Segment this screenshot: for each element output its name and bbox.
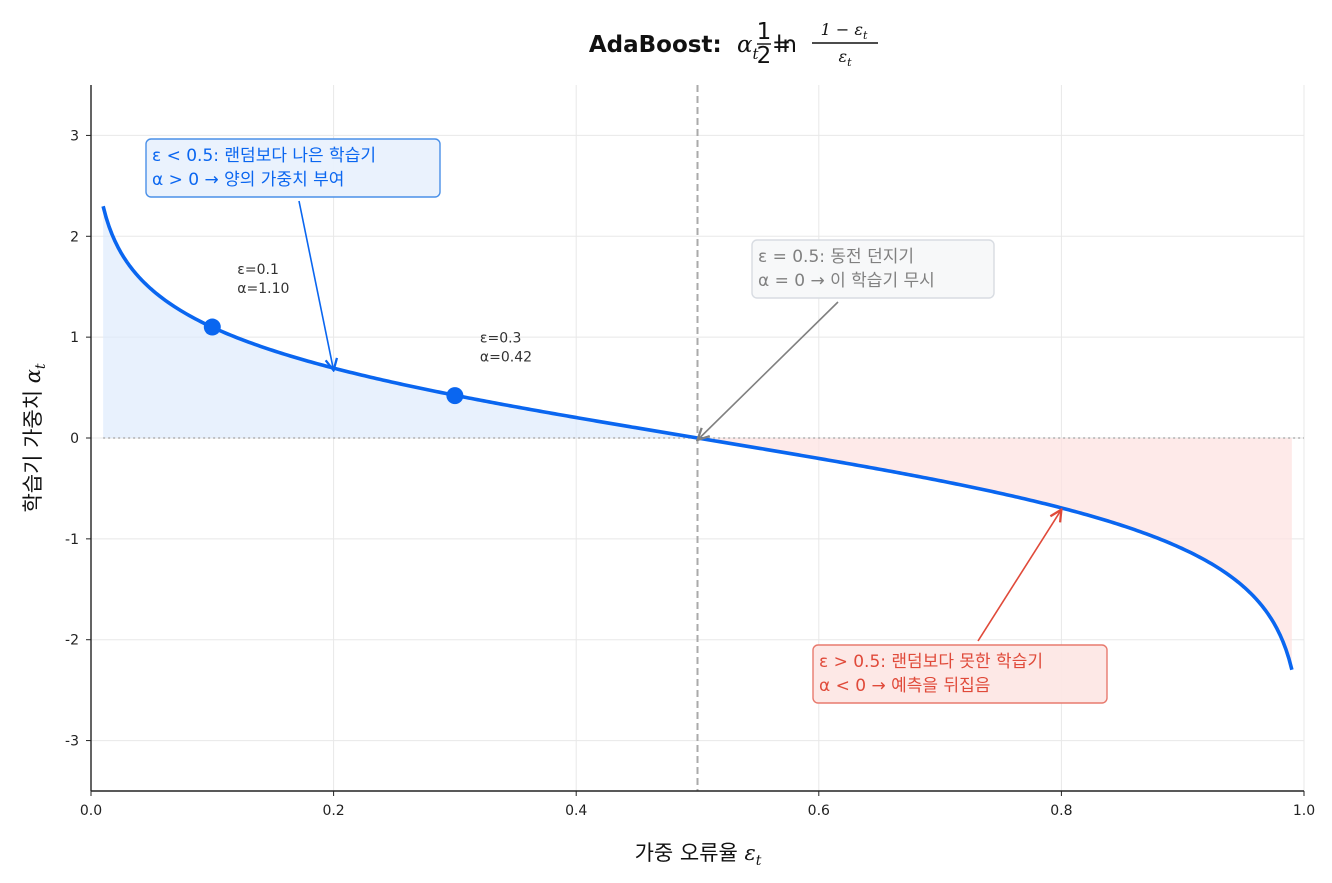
y-axis-title: 학습기 가중치 αt xyxy=(21,363,49,512)
annotation-arrow-better xyxy=(298,200,334,370)
point-label: ε=0.1 α=1.10 xyxy=(237,262,289,297)
tick-labels: 0.0 0.2 0.4 0.6 0.8 1.0 -3 -2 -1 0 1 2 3 xyxy=(65,128,1315,819)
annotations: ε < 0.5: 랜덤보다 나은 학습기 α > 0 → 양의 가중치 부여 ε =… xyxy=(145,138,1108,704)
x-tick-label: 0.6 xyxy=(808,803,830,819)
y-tick-label: 2 xyxy=(70,229,79,245)
title-half-fraction: 1 2 xyxy=(757,19,772,69)
y-tick-label: -2 xyxy=(65,633,79,649)
annotation-text-coin: ε = 0.5: 동전 던지기 α = 0 → 이 학습기 무시 xyxy=(758,247,935,291)
highlight-point xyxy=(203,318,221,336)
point-label: ε=0.3 α=0.42 xyxy=(480,331,532,366)
x-tick-label: 0.4 xyxy=(565,803,587,819)
x-tick-label: 0.0 xyxy=(80,803,102,819)
annotation-box-worse xyxy=(812,644,1108,704)
highlight-points: ε=0.1 α=1.10 ε=0.3 α=0.42 xyxy=(203,262,532,405)
positive-area-fill xyxy=(103,206,698,438)
title-half-den: 2 xyxy=(757,43,772,69)
y-tick-label: 1 xyxy=(70,330,79,346)
x-axis-title: 가중 오류율 εt xyxy=(635,841,762,869)
title-frac-num: 1 − εt xyxy=(821,20,868,42)
annotation-text-worse: ε > 0.5: 랜덤보다 못한 학습기 α < 0 → 예측을 뒤집음 xyxy=(819,652,1043,696)
title-ln: ln xyxy=(776,32,797,58)
negative-area-fill xyxy=(697,438,1292,670)
y-tick-label: -3 xyxy=(65,734,79,750)
title-half-num: 1 xyxy=(757,19,772,45)
y-tick-label: 3 xyxy=(70,128,79,144)
chart-title: AdaBoost: αt = xyxy=(589,32,791,65)
title-frac-den: εt xyxy=(838,47,852,69)
annotation-box-better xyxy=(145,138,441,198)
annotation-arrow-worse xyxy=(977,510,1061,642)
area-fills xyxy=(103,206,1292,670)
highlight-point xyxy=(446,387,464,405)
annotation-arrow-coin xyxy=(698,301,839,440)
title-main-fraction: 1 − εt εt xyxy=(812,20,878,69)
x-tick-label: 0.8 xyxy=(1050,803,1072,819)
y-tick-label: 0 xyxy=(70,431,79,447)
annotation-box-coin xyxy=(751,239,995,299)
x-tick-label: 0.2 xyxy=(322,803,344,819)
x-tick-label: 1.0 xyxy=(1293,803,1315,819)
y-tick-label: -1 xyxy=(65,532,79,548)
annotation-text-better: ε < 0.5: 랜덤보다 나은 학습기 α > 0 → 양의 가중치 부여 xyxy=(152,146,376,190)
